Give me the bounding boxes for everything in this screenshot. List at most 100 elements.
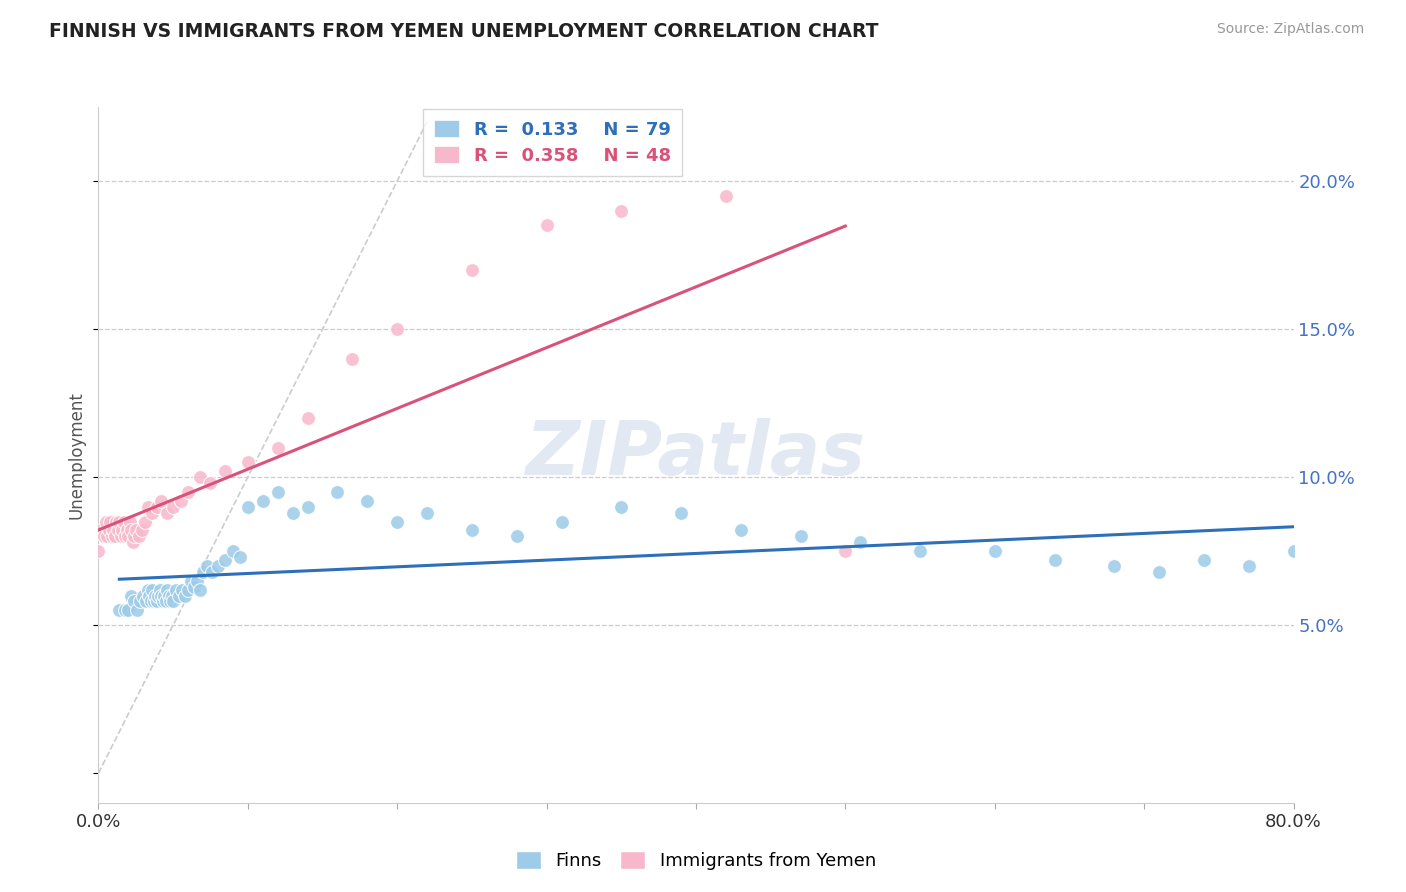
Point — [984, 544, 1007, 558]
Point — [139, 594, 162, 608]
Point — [214, 464, 236, 478]
Point — [1282, 544, 1305, 558]
Point — [121, 535, 143, 549]
Text: Source: ZipAtlas.com: Source: ZipAtlas.com — [1216, 22, 1364, 37]
Point — [610, 203, 633, 218]
Point — [143, 589, 166, 603]
Point — [114, 529, 136, 543]
Point — [96, 529, 118, 543]
Point — [108, 515, 131, 529]
Point — [94, 515, 117, 529]
Point — [117, 603, 139, 617]
Point — [117, 529, 139, 543]
Point — [120, 524, 142, 538]
Point — [101, 529, 124, 543]
Point — [174, 589, 197, 603]
Point — [104, 529, 127, 543]
Point — [385, 515, 409, 529]
Point — [200, 476, 222, 491]
Point — [136, 500, 159, 514]
Text: FINNISH VS IMMIGRANTS FROM YEMEN UNEMPLOYMENT CORRELATION CHART: FINNISH VS IMMIGRANTS FROM YEMEN UNEMPLO… — [49, 22, 879, 41]
Point — [145, 594, 167, 608]
Point — [110, 529, 132, 543]
Point — [129, 594, 152, 608]
Point — [506, 529, 529, 543]
Point — [127, 603, 149, 617]
Point — [107, 524, 129, 538]
Point — [207, 558, 229, 573]
Point — [461, 524, 484, 538]
Point — [125, 524, 148, 538]
Point — [172, 582, 194, 597]
Point — [188, 470, 211, 484]
Point — [150, 589, 173, 603]
Point — [281, 506, 304, 520]
Point — [112, 515, 135, 529]
Legend: Finns, Immigrants from Yemen: Finns, Immigrants from Yemen — [509, 844, 883, 877]
Point — [191, 565, 214, 579]
Y-axis label: Unemployment: Unemployment — [67, 391, 86, 519]
Point — [100, 515, 122, 529]
Point — [908, 544, 931, 558]
Point — [214, 553, 236, 567]
Point — [730, 524, 752, 538]
Point — [153, 589, 176, 603]
Point — [152, 594, 174, 608]
Point — [461, 263, 484, 277]
Point — [236, 500, 259, 514]
Point — [267, 441, 290, 455]
Point — [180, 574, 202, 588]
Point — [201, 565, 224, 579]
Point — [342, 351, 364, 366]
Point — [157, 589, 180, 603]
Point — [252, 493, 274, 508]
Point — [297, 411, 319, 425]
Point — [267, 484, 290, 499]
Point — [150, 493, 173, 508]
Point — [114, 603, 136, 617]
Point — [669, 506, 692, 520]
Point — [1104, 558, 1126, 573]
Point — [141, 582, 163, 597]
Point — [156, 506, 179, 520]
Point — [197, 558, 219, 573]
Point — [177, 484, 200, 499]
Point — [169, 493, 191, 508]
Point — [156, 582, 179, 597]
Text: ZIPatlas: ZIPatlas — [526, 418, 866, 491]
Point — [229, 550, 252, 565]
Point — [536, 219, 558, 233]
Point — [108, 603, 131, 617]
Point — [149, 582, 172, 597]
Point — [1237, 558, 1260, 573]
Point — [236, 455, 259, 469]
Point — [124, 529, 146, 543]
Point — [610, 500, 633, 514]
Point — [120, 589, 142, 603]
Point — [326, 484, 349, 499]
Point — [118, 515, 141, 529]
Point — [385, 322, 409, 336]
Point — [136, 582, 159, 597]
Point — [128, 529, 150, 543]
Point — [142, 594, 165, 608]
Point — [297, 500, 319, 514]
Point — [148, 589, 170, 603]
Point — [93, 529, 115, 543]
Point — [834, 544, 856, 558]
Point — [138, 589, 160, 603]
Point — [90, 524, 112, 538]
Point — [160, 589, 183, 603]
Point — [97, 524, 120, 538]
Point — [115, 524, 138, 538]
Point — [105, 515, 128, 529]
Point — [550, 515, 572, 529]
Point — [789, 529, 811, 543]
Point — [132, 589, 155, 603]
Point — [1192, 553, 1215, 567]
Point — [162, 500, 184, 514]
Point — [186, 574, 208, 588]
Point — [1043, 553, 1066, 567]
Point — [714, 189, 737, 203]
Point — [145, 500, 167, 514]
